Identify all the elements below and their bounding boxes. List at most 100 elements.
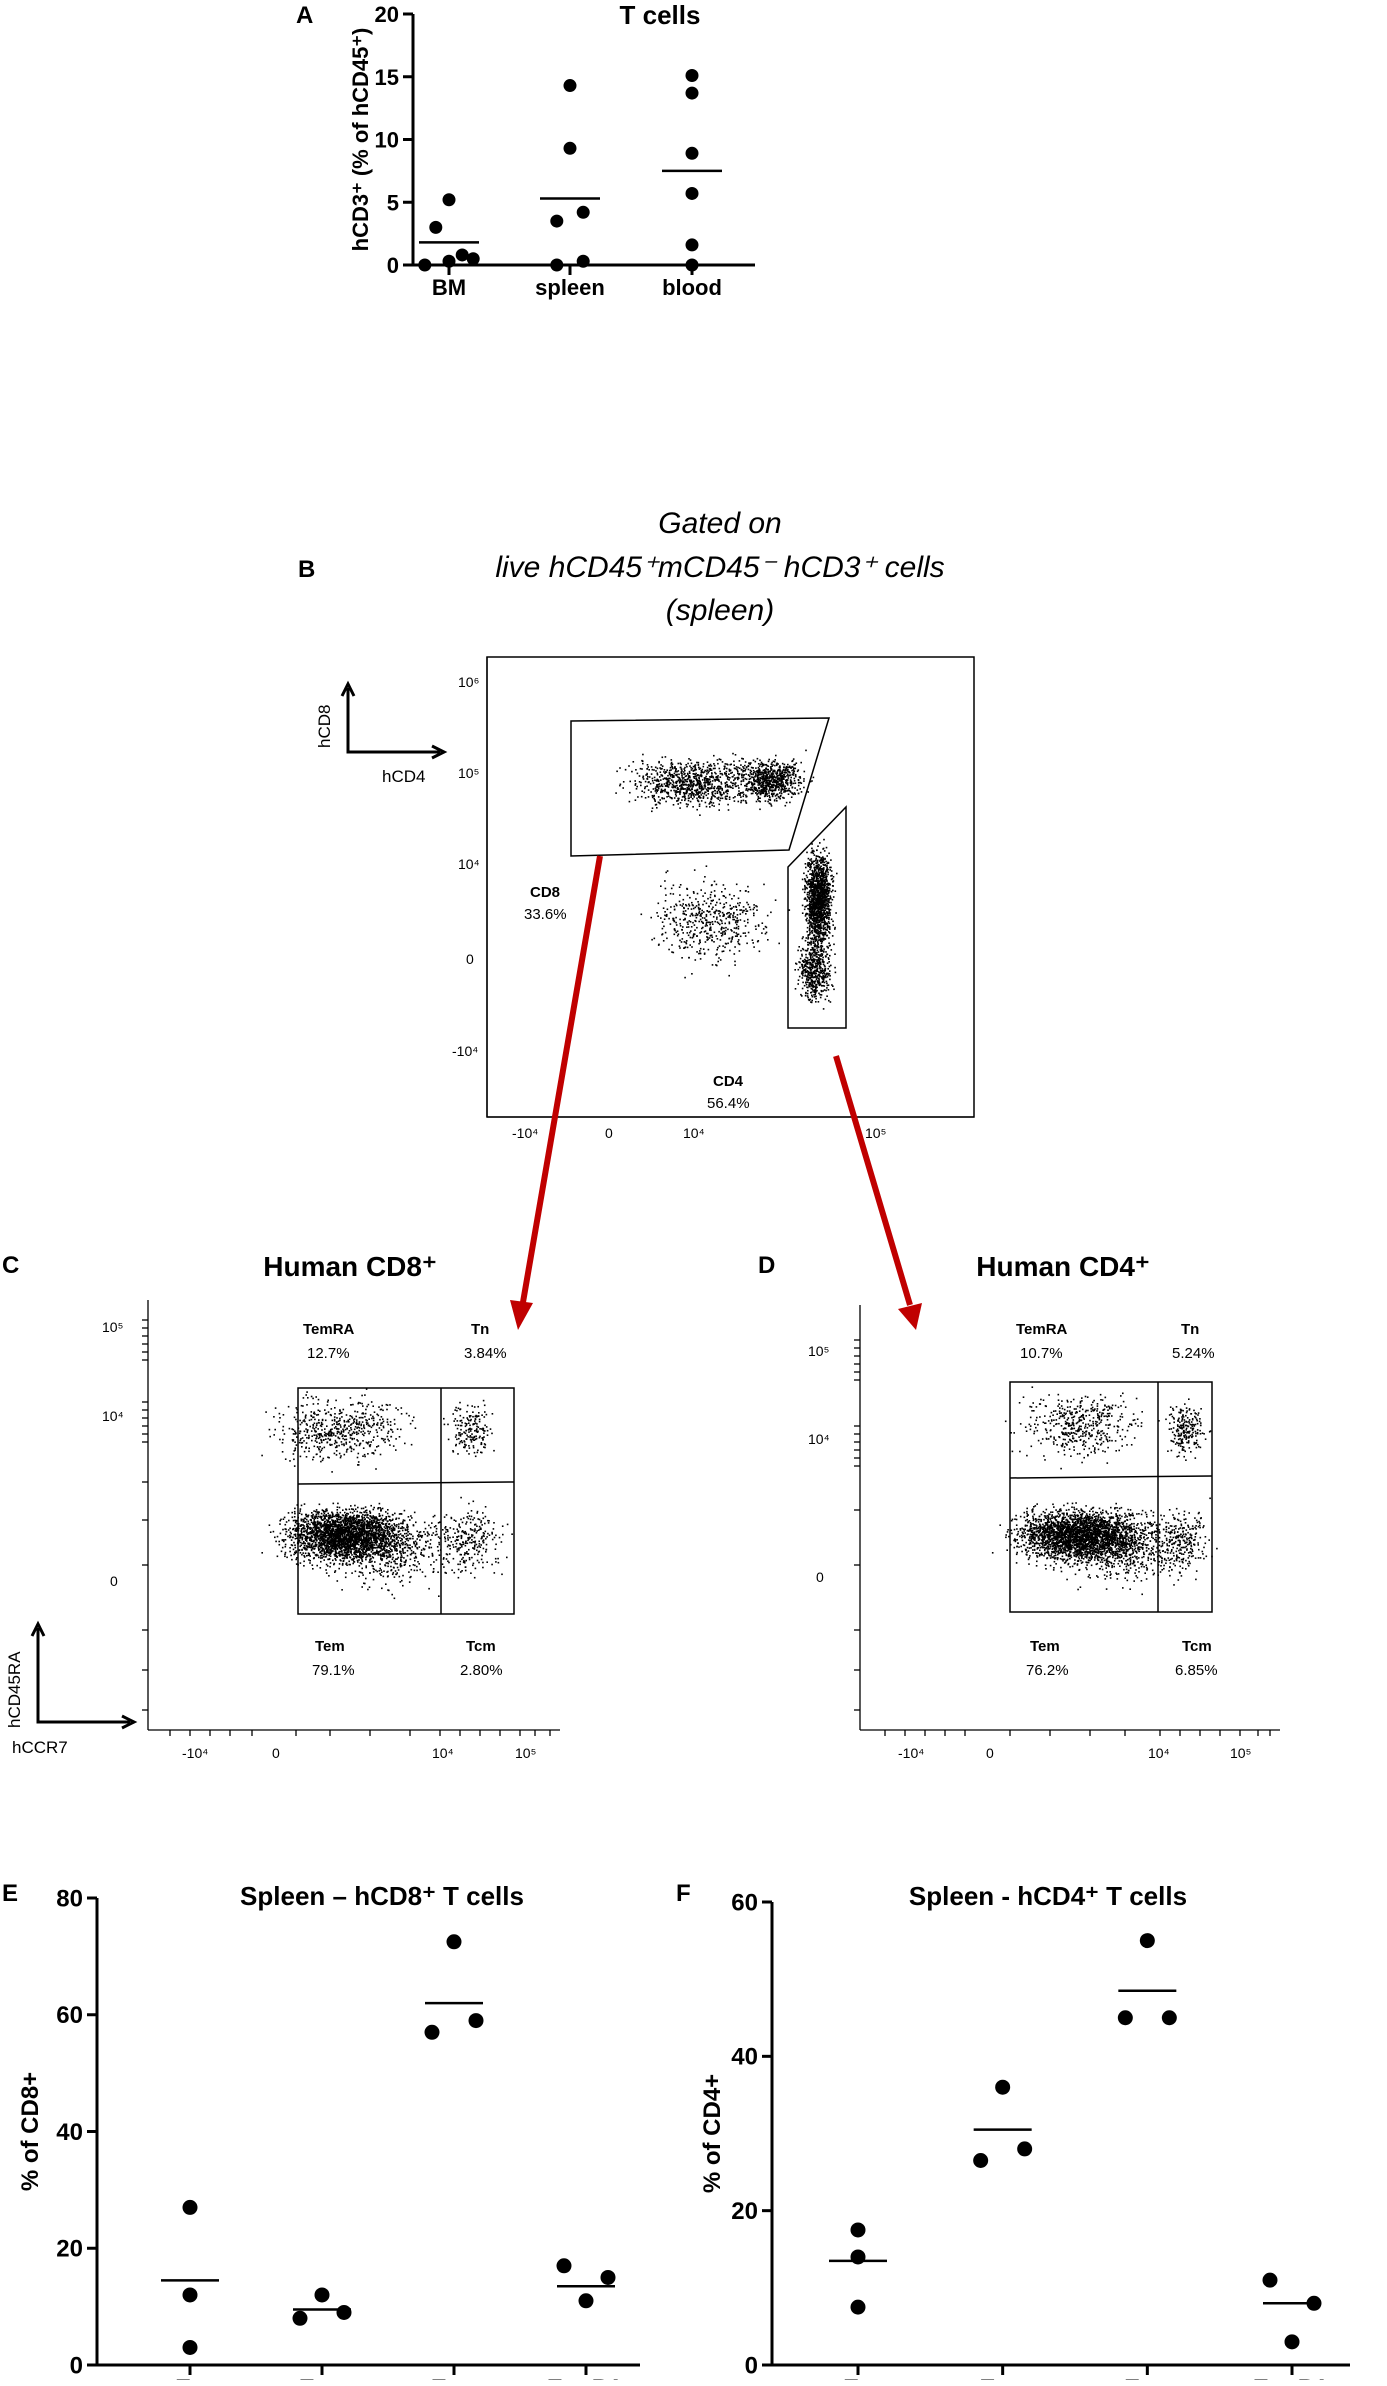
flow-event [740, 909, 743, 911]
flow-event [813, 911, 815, 914]
flow-event [813, 930, 816, 932]
flow-event [817, 939, 820, 941]
flow-event [661, 921, 664, 923]
flow-event [817, 916, 819, 919]
flow-event [709, 780, 712, 783]
flow-event [732, 914, 734, 917]
flow-event [822, 872, 825, 875]
flow-event [737, 940, 739, 943]
flow-event [736, 769, 739, 772]
flow-event [711, 900, 713, 902]
flow-event [804, 969, 806, 971]
flow-event [716, 776, 718, 779]
flow-event [818, 898, 820, 901]
flow-event [740, 764, 742, 766]
flow-event [822, 984, 824, 987]
flow-event [829, 866, 831, 869]
flow-event [281, 1546, 284, 1549]
flow-event [693, 783, 695, 786]
flow-event [742, 776, 745, 778]
flow-event [814, 986, 817, 989]
flow-event [805, 874, 808, 877]
flow-event [724, 796, 727, 798]
flow-event [755, 787, 758, 790]
flow-event [827, 946, 829, 949]
flow-event [803, 898, 806, 900]
flow-event [792, 767, 795, 769]
flow-event [739, 919, 742, 921]
flow-event [781, 770, 783, 772]
flow-event [709, 778, 711, 780]
flow-event [809, 924, 811, 926]
flow-event [306, 1523, 308, 1525]
flow-event [318, 1511, 320, 1513]
flow-event [786, 769, 789, 772]
flow-event [751, 788, 753, 791]
flow-event [826, 907, 829, 909]
flow-event [815, 978, 818, 981]
flow-event [698, 803, 701, 806]
flow-event [730, 772, 732, 774]
flow-event [779, 792, 781, 794]
flow-event [809, 866, 811, 868]
flow-event [756, 776, 759, 778]
flow-event [762, 775, 764, 778]
flow-event [665, 777, 668, 780]
flow-event [812, 919, 815, 921]
flow-event [773, 776, 775, 778]
flow-event [823, 976, 826, 979]
flow-event [802, 966, 804, 969]
flow-event [826, 995, 828, 997]
flow-event [832, 924, 834, 926]
flow-event [727, 803, 729, 806]
flow-event [682, 932, 684, 934]
flow-event [731, 938, 733, 940]
flow-event [716, 790, 719, 793]
flow-event [769, 766, 772, 768]
flow-event [812, 990, 814, 992]
flow-event [756, 905, 758, 908]
flow-event [709, 910, 711, 913]
flow-event [306, 1528, 308, 1531]
flow-event [680, 785, 683, 787]
flow-event [730, 913, 732, 915]
flow-event [690, 766, 692, 769]
flow-event [642, 775, 645, 778]
flow-event [700, 920, 703, 923]
flow-event [756, 775, 759, 777]
y-tick-label: 15 [375, 65, 399, 90]
flow-event [824, 926, 826, 929]
flow-event [712, 776, 715, 779]
flow-event [338, 1518, 341, 1521]
flow-event [684, 779, 686, 781]
flow-event [789, 766, 791, 769]
flow-event [699, 797, 702, 799]
flow-event [807, 938, 809, 940]
flow-event [836, 872, 838, 875]
flow-event [807, 791, 809, 793]
flow-event [721, 922, 723, 925]
flow-event [757, 784, 759, 786]
flow-event [813, 982, 816, 984]
flow-event [815, 901, 818, 903]
flow-event [360, 1562, 363, 1565]
flow-event [733, 779, 735, 782]
flow-event [764, 932, 767, 935]
flow-event [666, 791, 668, 794]
flow-event [829, 970, 831, 972]
flow-event [665, 871, 667, 874]
flow-event [698, 768, 701, 770]
flow-event [700, 772, 702, 774]
flow-event [716, 953, 718, 955]
flow-event [811, 902, 813, 904]
flow-event [770, 763, 773, 765]
flow-event [787, 763, 789, 766]
flow-event [660, 779, 662, 781]
flow-event [295, 1529, 297, 1532]
flow-event [311, 1512, 313, 1514]
flow-event [823, 948, 825, 950]
flow-event [670, 759, 673, 761]
flow-event [719, 799, 721, 802]
flow-event [822, 956, 824, 959]
flow-event [646, 773, 648, 776]
